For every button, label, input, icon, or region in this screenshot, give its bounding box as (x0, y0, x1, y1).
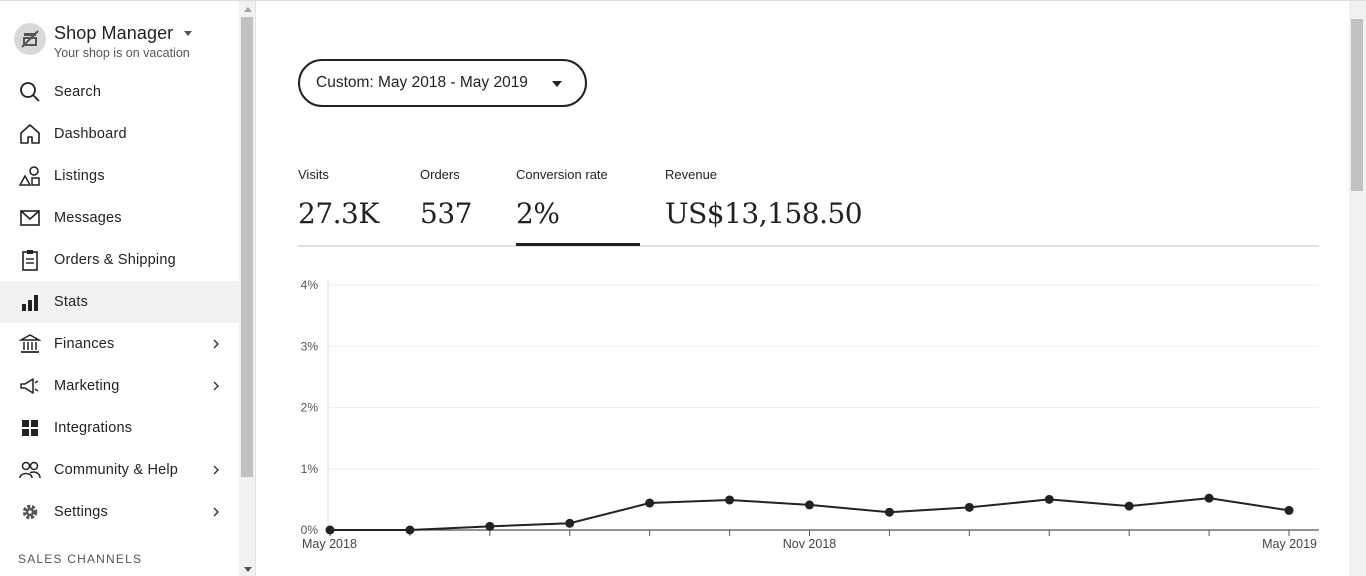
sidebar-item-messages[interactable]: Messages (0, 197, 239, 239)
data-point (485, 521, 495, 531)
y-tick-label: 0% (301, 523, 319, 537)
shop-header[interactable]: Shop Manager Your shop is on vacation (12, 19, 232, 65)
y-tick-label: 1% (301, 462, 319, 476)
metric-value: US$13,158.50 (665, 197, 863, 230)
metric-conversion-rate[interactable]: Conversion rate 2% (516, 159, 640, 247)
sidebar: Shop Manager Your shop is on vacation Se… (0, 1, 239, 576)
sidebar-item-label: Settings (54, 504, 108, 520)
scroll-down-arrow-icon[interactable] (244, 567, 252, 572)
metric-label: Revenue (665, 167, 718, 182)
sidebar-item-finances[interactable]: Finances (0, 323, 239, 365)
sidebar-item-label: Community & Help (54, 462, 179, 478)
date-range-dropdown[interactable]: Custom: May 2018 - May 2019 (298, 59, 587, 107)
people-icon (19, 461, 41, 479)
sidebar-item-integrations[interactable]: Integrations (0, 407, 239, 449)
bank-icon (19, 334, 41, 353)
sidebar-item-search[interactable]: Search (0, 71, 239, 113)
sidebar-item-label: Integrations (54, 420, 133, 436)
y-tick-label: 3% (301, 339, 319, 353)
sidebar-item-marketing[interactable]: Marketing (0, 365, 239, 407)
metric-value: 27.3K (298, 197, 379, 230)
chevron-right-icon (213, 507, 219, 517)
sidebar-item-settings[interactable]: Settings (0, 491, 239, 533)
stats-main: Custom: May 2018 - May 2019 Visits 27.3K… (256, 1, 1349, 576)
data-point (1044, 494, 1054, 504)
metric-orders[interactable]: Orders 537 (420, 159, 500, 247)
data-point (645, 498, 655, 508)
sidebar-item-dashboard[interactable]: Dashboard (0, 113, 239, 155)
sidebar-item-label: Messages (54, 210, 122, 226)
sidebar-item-label: Listings (54, 168, 105, 184)
data-point (725, 495, 735, 505)
sidebar-item-label: Search (54, 84, 102, 100)
data-point (1204, 493, 1214, 503)
chevron-right-icon (213, 339, 219, 349)
main-scrollbar[interactable] (1349, 1, 1366, 576)
search-icon (20, 82, 40, 102)
sidebar-item-stats[interactable]: Stats (0, 281, 239, 323)
sidebar-item-label: Finances (54, 336, 115, 352)
y-tick-label: 2% (301, 401, 319, 415)
metric-revenue[interactable]: Revenue US$13,158.50 (665, 159, 905, 247)
data-point (325, 525, 335, 535)
shapes-icon (19, 166, 40, 186)
home-icon (20, 124, 40, 144)
shop-avatar-icon (14, 23, 46, 55)
gear-icon (22, 504, 38, 520)
metric-label: Conversion rate (516, 167, 608, 182)
data-point (884, 507, 894, 517)
metric-label: Orders (420, 167, 460, 182)
line-chart: 0% 1% 2% 3% 4% May 2018 Nov 2018 May 2019 (301, 278, 1319, 551)
sidebar-item-label: Marketing (54, 378, 120, 394)
shop-title: Shop Manager (54, 23, 174, 43)
shop-caret-icon[interactable] (184, 31, 192, 36)
chevron-right-icon (213, 381, 219, 391)
data-point (565, 518, 575, 528)
sidebar-item-label: Orders & Shipping (54, 252, 176, 268)
metric-value: 2% (516, 197, 560, 230)
sidebar-item-orders-shipping[interactable]: Orders & Shipping (0, 239, 239, 281)
sidebar-nav: Search Dashboard Listings (0, 71, 239, 533)
sidebar-item-label: Stats (54, 294, 89, 310)
clipboard-icon (22, 250, 38, 271)
metric-visits[interactable]: Visits 27.3K (298, 159, 398, 247)
data-point (1284, 505, 1294, 515)
scroll-up-arrow-icon[interactable] (244, 7, 252, 12)
sidebar-scrollbar-thumb[interactable] (241, 17, 253, 477)
x-tick-label: Nov 2018 (783, 537, 837, 551)
envelope-icon (20, 210, 40, 226)
section-label-sales-channels: SALES CHANNELS (18, 552, 143, 566)
data-point (1124, 501, 1134, 511)
x-tick-label: May 2018 (302, 537, 357, 551)
sidebar-item-listings[interactable]: Listings (0, 155, 239, 197)
shop-subtitle: Your shop is on vacation (54, 46, 190, 60)
y-tick-label: 4% (301, 278, 319, 292)
data-point (805, 500, 814, 510)
sidebar-scrollbar[interactable] (239, 1, 256, 576)
metric-value: 537 (420, 197, 472, 230)
caret-down-icon (552, 81, 562, 87)
chevron-right-icon (213, 465, 219, 475)
bar-chart-icon (22, 295, 38, 311)
sidebar-item-label: Dashboard (54, 126, 127, 142)
sidebar-item-community-help[interactable]: Community & Help (0, 449, 239, 491)
data-point (964, 502, 974, 512)
main-scrollbar-thumb[interactable] (1351, 19, 1363, 191)
conversion-rate-chart: 0% 1% 2% 3% 4% May 2018 Nov 2018 May 2019 (256, 271, 1349, 571)
x-tick-label: May 2019 (1262, 537, 1317, 551)
metric-label: Visits (298, 167, 329, 182)
grid-icon (22, 420, 38, 436)
active-tab-underline (516, 243, 640, 246)
date-range-label: Custom: May 2018 - May 2019 (316, 74, 528, 91)
metrics-tabs: Visits 27.3K Orders 537 Conversion rate … (298, 159, 1319, 247)
data-point (405, 525, 415, 535)
megaphone-icon (20, 378, 39, 394)
